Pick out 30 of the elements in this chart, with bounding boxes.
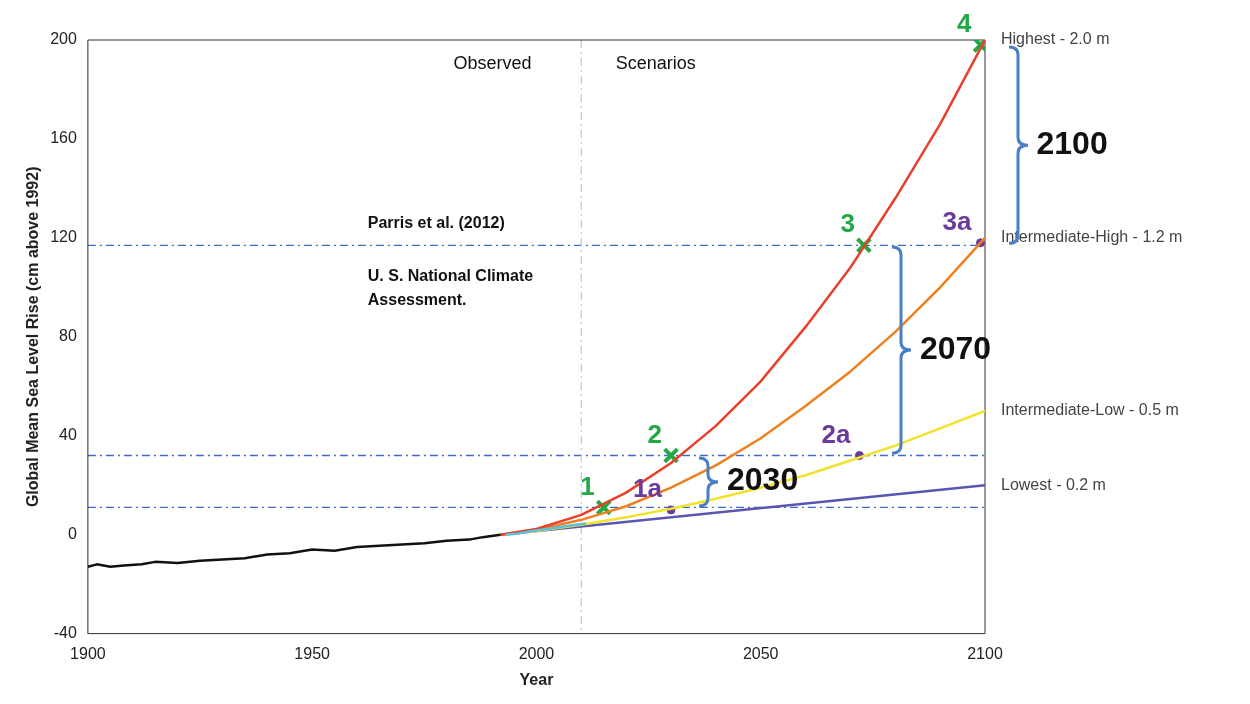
annotation: 2070: [919, 330, 992, 367]
y-axis-title: Global Mean Sea Level Rise (cm above 1992): [24, 166, 42, 508]
annotation: Observed: [453, 52, 532, 73]
annotation: 3a: [942, 205, 973, 236]
annotation: U. S. National Climate Assessment.: [367, 266, 534, 308]
annotation: 1: [580, 470, 595, 501]
y-tick-label: 200: [50, 30, 77, 48]
annotation: Scenarios: [615, 52, 696, 73]
y-tick-label: 160: [50, 129, 77, 147]
series-label: Highest - 2.0 m: [1001, 30, 1110, 48]
y-tick-label: 0: [67, 525, 77, 543]
y-tick-label: 120: [50, 228, 77, 246]
x-tick-label: 2000: [518, 644, 555, 662]
x-axis-title: Year: [519, 670, 554, 688]
x-tick-label: 1900: [70, 644, 106, 662]
series-label: Intermediate-Low - 0.5 m: [1001, 401, 1179, 419]
series-label: Lowest - 0.2 m: [1001, 475, 1106, 493]
y-tick-label: 80: [59, 327, 77, 345]
x-tick-label: 2050: [742, 644, 779, 662]
text: 2100: [1036, 124, 1108, 161]
annotation: 4: [957, 8, 973, 39]
x-tick-label: 1950: [294, 644, 331, 662]
y-tick-label: 40: [59, 426, 77, 444]
annotation: 2: [647, 418, 663, 449]
annotation: Parris et al. (2012): [367, 213, 505, 231]
annotation: 2030: [727, 461, 799, 498]
annotation: 3: [840, 208, 855, 239]
y-tick-label: -40: [53, 624, 77, 642]
annotation: 2a: [821, 418, 851, 449]
x-tick-label: 2100: [967, 644, 1003, 662]
